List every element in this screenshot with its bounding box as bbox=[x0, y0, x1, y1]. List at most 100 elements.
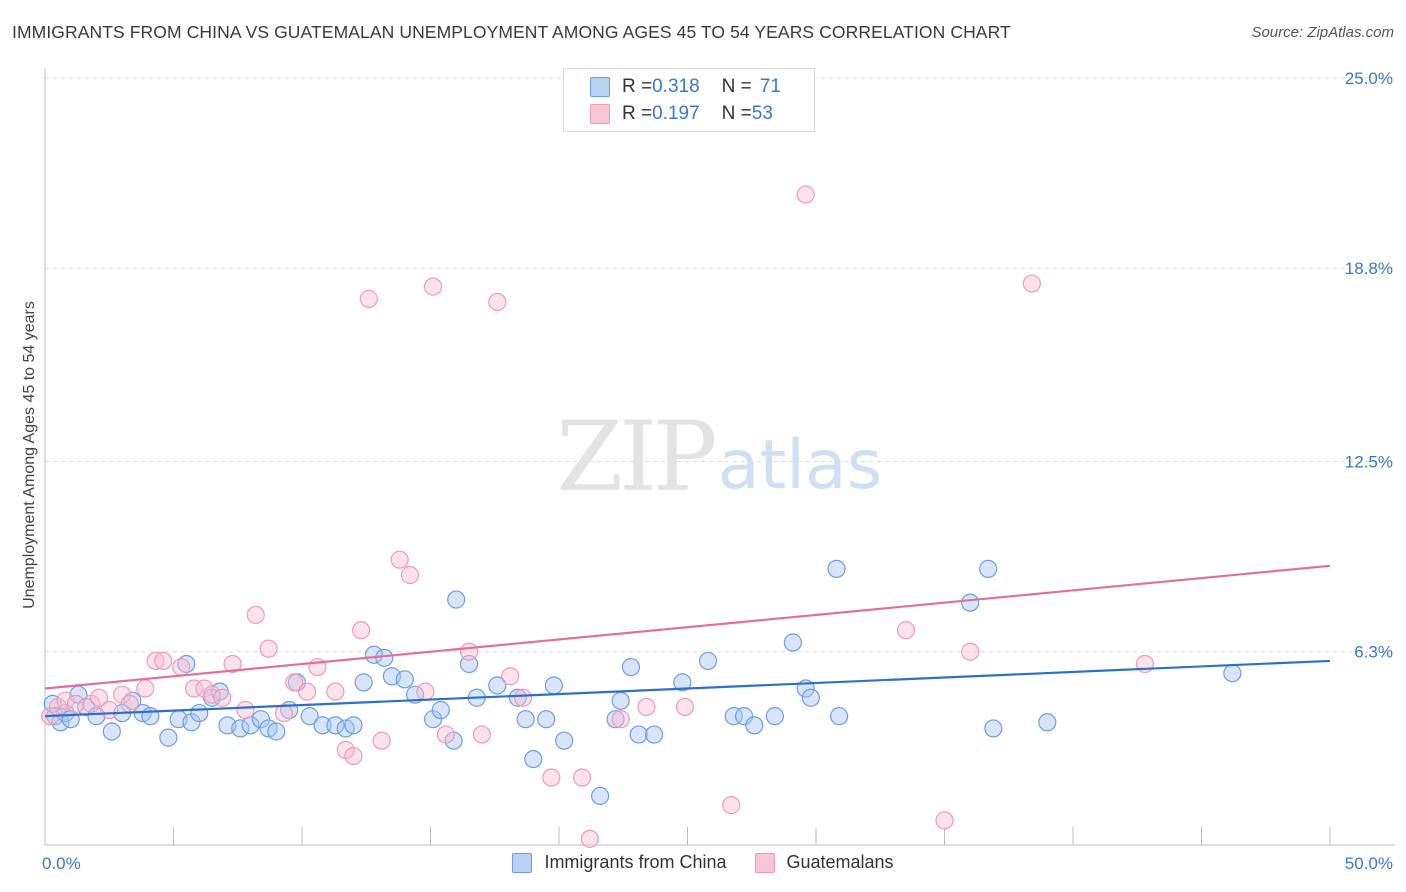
china-point bbox=[177, 654, 196, 674]
watermark-zip: ZIP bbox=[556, 401, 715, 513]
gridlines bbox=[45, 77, 1395, 653]
guatemalans-point bbox=[675, 697, 695, 717]
guatemalans-point bbox=[359, 289, 378, 308]
series-legend: Immigrants from China Guatemalans bbox=[0, 852, 1406, 873]
y-axis-label: Unemployment Among Ages 45 to 54 years bbox=[21, 301, 38, 609]
series-guatemalans-points bbox=[41, 185, 1155, 848]
guatemalans-point bbox=[573, 768, 592, 787]
guatemalans-point bbox=[390, 550, 409, 569]
guatemalans-point bbox=[637, 697, 656, 717]
china-point bbox=[182, 713, 201, 732]
china-point bbox=[516, 710, 535, 729]
y-tick-label: 18.8% bbox=[1345, 259, 1393, 278]
china-point bbox=[364, 645, 384, 664]
guatemalans-point bbox=[136, 679, 155, 698]
guatemalans-point bbox=[154, 651, 173, 671]
guatemalans-point bbox=[372, 731, 391, 750]
guatemalans-point bbox=[488, 292, 507, 312]
guatemalans-point bbox=[611, 710, 630, 729]
china-point bbox=[544, 676, 563, 695]
china-point bbox=[827, 559, 846, 578]
guatemalans-point bbox=[961, 642, 980, 661]
legend-r-value-guatemalans: 0.197 bbox=[652, 103, 700, 124]
guatemalans-point bbox=[344, 746, 363, 766]
guatemalans-point bbox=[472, 725, 491, 744]
guatemalans-point bbox=[213, 688, 232, 707]
guatemalans-point bbox=[246, 605, 265, 625]
china-point bbox=[745, 716, 764, 735]
series-china-points bbox=[43, 559, 1242, 806]
watermark-atlas: atlas bbox=[718, 426, 882, 505]
guatemalans-point bbox=[436, 725, 456, 744]
china-point bbox=[537, 710, 556, 729]
china-point bbox=[644, 725, 664, 744]
guatemalans-point bbox=[172, 657, 191, 677]
guatemalans-point bbox=[202, 685, 222, 704]
legend-r-label: R = bbox=[622, 76, 653, 97]
china-point bbox=[313, 716, 332, 735]
y-tick-label: 12.5% bbox=[1345, 453, 1393, 472]
guatemalans-point bbox=[722, 796, 741, 815]
y-tick-label: 25.0% bbox=[1345, 69, 1393, 88]
china-point bbox=[734, 707, 754, 726]
china-point bbox=[783, 633, 802, 652]
china-point bbox=[395, 670, 414, 689]
trend-line-china bbox=[44, 659, 1331, 718]
legend-n-value-guatemalans: 53 bbox=[751, 103, 773, 124]
guatemalans-point bbox=[285, 673, 304, 692]
trend-lines bbox=[44, 564, 1331, 718]
legend-item-china[interactable]: Immigrants from China bbox=[512, 852, 727, 873]
china-point bbox=[724, 707, 743, 726]
china-point bbox=[611, 691, 630, 710]
legend-swatch-guatemalans bbox=[590, 104, 610, 124]
china-point bbox=[231, 719, 250, 738]
stats-legend: R = 0.318 N = 71 R = 0.197 N = 53 bbox=[563, 68, 815, 132]
guatemalans-point bbox=[896, 621, 916, 640]
legend-swatch-china bbox=[512, 852, 533, 873]
guatemalans-point bbox=[416, 682, 435, 701]
legend-item-guatemalans[interactable]: Guatemalans bbox=[754, 852, 894, 873]
china-point bbox=[123, 691, 142, 710]
china-point bbox=[984, 719, 1003, 738]
china-point bbox=[251, 710, 270, 729]
china-point bbox=[431, 700, 450, 720]
china-point bbox=[979, 559, 998, 578]
watermark: ZIP atlas bbox=[556, 401, 882, 513]
x-tick-label-max: 50.0% bbox=[1345, 854, 1393, 873]
guatemalans-point bbox=[274, 703, 294, 723]
china-point bbox=[1038, 713, 1057, 732]
guatemalans-point bbox=[352, 621, 371, 640]
guatemalans-point bbox=[112, 685, 132, 704]
china-point bbox=[326, 716, 345, 735]
china-point bbox=[629, 725, 648, 744]
guatemalans-point bbox=[236, 700, 255, 720]
chart-title: IMMIGRANTS FROM CHINA VS GUATEMALAN UNEM… bbox=[12, 22, 1011, 42]
trend-line-guatemalans bbox=[44, 564, 1331, 690]
guatemalans-point bbox=[423, 277, 443, 296]
china-point bbox=[508, 688, 527, 707]
guatemalans-point bbox=[400, 565, 420, 585]
china-point bbox=[830, 707, 849, 726]
china-point bbox=[524, 749, 543, 769]
guatemalans-point bbox=[298, 682, 317, 701]
china-point bbox=[344, 716, 363, 735]
guatemalans-point bbox=[184, 679, 204, 698]
china-point bbox=[673, 673, 692, 692]
y-tick-label: 6.3% bbox=[1354, 643, 1393, 662]
china-point bbox=[698, 651, 718, 671]
china-point bbox=[591, 786, 610, 806]
china-point bbox=[1223, 664, 1242, 683]
guatemalans-point bbox=[459, 642, 479, 661]
china-point bbox=[488, 676, 507, 695]
china-point bbox=[141, 707, 160, 726]
legend-swatch-china bbox=[590, 77, 610, 97]
china-point bbox=[555, 731, 574, 750]
china-point bbox=[801, 688, 820, 707]
x-tick-labels: 0.0% 50.0% bbox=[42, 854, 1393, 873]
guatemalans-point bbox=[120, 694, 139, 713]
china-point bbox=[405, 685, 425, 704]
x-tick-label-min: 0.0% bbox=[42, 854, 81, 873]
china-point bbox=[606, 710, 625, 729]
guatemalans-point bbox=[89, 688, 109, 707]
